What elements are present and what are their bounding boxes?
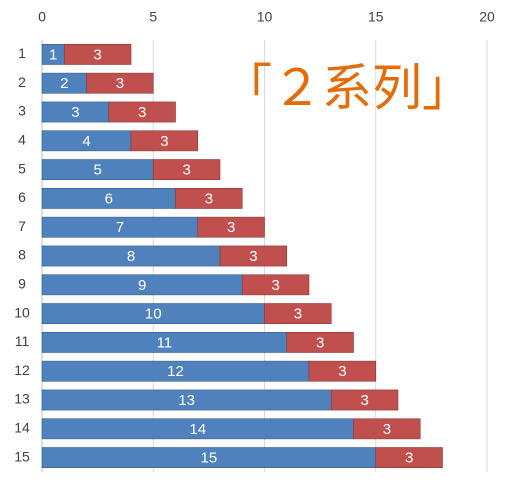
data-label: 4 <box>82 133 90 150</box>
bar-segment <box>130 130 199 152</box>
data-label: 3 <box>227 219 235 236</box>
bar-segment <box>241 274 310 296</box>
data-label: 13 <box>178 392 195 409</box>
data-label: 9 <box>138 277 146 294</box>
data-label: 3 <box>182 162 190 179</box>
bar-segment <box>219 245 288 267</box>
data-label: 3 <box>116 75 124 92</box>
data-label: 2 <box>60 75 68 92</box>
data-label: 14 <box>189 421 206 438</box>
data-label: 1 <box>49 46 57 63</box>
y-tick-label: 15 <box>14 448 30 464</box>
data-label: 3 <box>138 104 146 121</box>
x-tick-label: 20 <box>479 9 495 25</box>
bar-segment <box>175 188 243 209</box>
y-tick-label: 9 <box>18 276 26 292</box>
bar-segment <box>108 101 176 123</box>
data-label: 3 <box>160 133 168 150</box>
y-tick-label: 6 <box>18 189 26 205</box>
x-tick-label: 0 <box>38 9 46 25</box>
data-label: 3 <box>360 392 368 409</box>
bar-segment <box>330 389 399 411</box>
data-label: 15 <box>201 450 218 467</box>
data-label: 10 <box>145 306 162 323</box>
y-tick-label: 5 <box>18 160 26 176</box>
data-label: 7 <box>116 219 124 236</box>
y-tick-label: 12 <box>14 362 30 378</box>
y-tick-label: 2 <box>18 74 26 90</box>
bar-segment <box>197 216 265 238</box>
bar-segment <box>308 360 377 382</box>
data-label: 12 <box>167 363 184 380</box>
y-tick-label: 10 <box>14 304 30 320</box>
data-label: 3 <box>93 46 101 63</box>
data-label: 3 <box>205 190 213 207</box>
bar-segment <box>286 332 354 353</box>
y-tick-label: 4 <box>18 132 26 148</box>
data-label: 3 <box>294 306 302 323</box>
data-label: 6 <box>105 190 113 207</box>
annotation: 「２系列」 <box>222 60 472 116</box>
bar-segment <box>375 447 443 468</box>
x-tick-label: 5 <box>149 9 157 25</box>
x-tick-label: 15 <box>368 9 384 25</box>
y-tick-label: 11 <box>15 333 30 349</box>
y-tick-label: 8 <box>18 247 26 263</box>
data-label: 11 <box>157 334 173 351</box>
bar-segment <box>353 418 421 440</box>
y-tick-label: 14 <box>14 420 30 436</box>
data-label: 3 <box>249 248 257 265</box>
x-tick-label: 10 <box>257 9 273 25</box>
data-label: 3 <box>338 363 346 380</box>
data-label: 3 <box>71 104 79 121</box>
bar-segment <box>86 72 154 94</box>
data-label: 3 <box>383 421 391 438</box>
data-label: 3 <box>316 334 324 351</box>
data-label: 3 <box>405 450 413 467</box>
y-tick-label: 1 <box>18 45 26 61</box>
data-label: 5 <box>93 162 101 179</box>
y-tick-label: 13 <box>14 391 30 407</box>
y-tick-label: 3 <box>18 103 26 119</box>
bar-segment <box>264 303 332 324</box>
bar-segment <box>63 44 132 65</box>
y-tick-label: 7 <box>18 218 26 234</box>
data-label: 8 <box>127 248 135 265</box>
data-label: 3 <box>271 277 279 294</box>
bar-segment <box>152 159 221 180</box>
